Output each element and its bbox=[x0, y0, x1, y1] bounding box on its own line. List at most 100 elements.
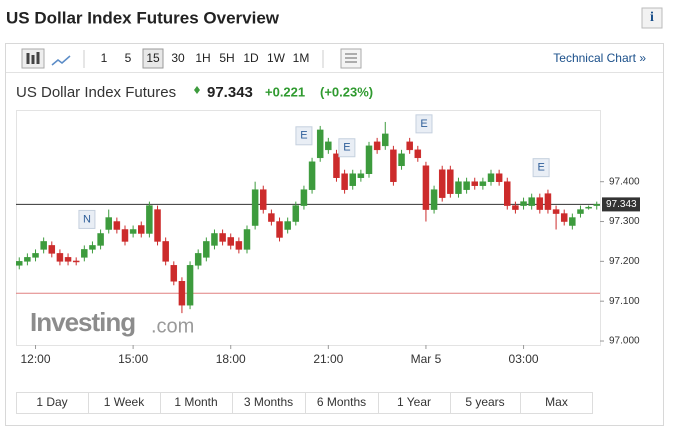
candle-body bbox=[300, 189, 308, 206]
candle-body bbox=[243, 229, 251, 250]
candle-body bbox=[341, 173, 348, 190]
candle-body bbox=[146, 205, 153, 234]
candle-body bbox=[333, 153, 340, 178]
event-label[interactable]: E bbox=[420, 118, 427, 130]
interval-button[interactable]: 1H bbox=[195, 51, 210, 65]
event-flag[interactable] bbox=[415, 114, 433, 134]
candle-body bbox=[577, 209, 584, 214]
logo: Investing bbox=[30, 307, 135, 337]
candle-body bbox=[585, 206, 592, 209]
up-arrow bbox=[194, 86, 200, 94]
event-flag[interactable] bbox=[295, 126, 313, 146]
candle-body bbox=[430, 189, 438, 210]
interval-button[interactable]: 5H bbox=[219, 51, 234, 65]
candle-body bbox=[56, 253, 64, 262]
candle-body bbox=[552, 209, 560, 214]
candle-body bbox=[398, 153, 405, 167]
candle-body bbox=[178, 281, 186, 306]
range-button[interactable]: 1 Month bbox=[174, 395, 217, 409]
event-label[interactable]: N bbox=[83, 213, 91, 225]
x-tick-label: 18:00 bbox=[216, 352, 246, 366]
candle-body bbox=[536, 197, 544, 210]
x-tick-label: 15:00 bbox=[118, 352, 148, 366]
candle-body bbox=[16, 261, 23, 266]
interval-button[interactable]: 1W bbox=[267, 51, 286, 65]
candle-body bbox=[390, 149, 397, 182]
panel bbox=[5, 43, 664, 426]
event-label[interactable]: E bbox=[300, 130, 307, 142]
candle-body bbox=[170, 265, 178, 282]
range-button[interactable]: 6 Months bbox=[317, 395, 366, 409]
candle-body bbox=[373, 141, 381, 151]
technical-chart-link[interactable]: Technical Chart » bbox=[553, 51, 646, 65]
candle-body bbox=[32, 253, 39, 258]
candle-body bbox=[593, 204, 600, 206]
candle-body bbox=[260, 189, 267, 210]
range-button[interactable]: 1 Week bbox=[104, 395, 145, 409]
candle-body bbox=[504, 181, 511, 206]
candle-body bbox=[292, 205, 300, 222]
candle-body bbox=[235, 241, 243, 250]
candle-body bbox=[64, 257, 72, 262]
widget-title: US Dollar Index Futures Overview bbox=[6, 8, 280, 27]
candle-body bbox=[406, 141, 413, 151]
candle-body bbox=[284, 221, 291, 230]
y-tick-label: 97.300 bbox=[609, 216, 640, 227]
candle-body bbox=[316, 129, 324, 159]
candle-body bbox=[308, 161, 316, 190]
candle-body bbox=[463, 181, 470, 190]
candle-body bbox=[422, 165, 430, 210]
candle-body bbox=[138, 225, 145, 234]
range-button[interactable]: 1 Year bbox=[397, 395, 431, 409]
line-icon[interactable] bbox=[51, 55, 71, 66]
candle-body bbox=[349, 173, 356, 186]
candle-body bbox=[414, 149, 422, 159]
range-button[interactable]: 5 years bbox=[465, 395, 504, 409]
interval-selected[interactable] bbox=[142, 48, 164, 69]
candle-body bbox=[211, 233, 218, 246]
candle-body bbox=[268, 213, 275, 222]
candle-body bbox=[105, 217, 112, 230]
x-tick-label: 21:00 bbox=[313, 352, 343, 366]
last-price: 97.343 bbox=[207, 84, 253, 101]
x-tick-label: 12:00 bbox=[21, 352, 51, 366]
range-button[interactable]: Max bbox=[545, 395, 568, 409]
interval-button[interactable]: 15 bbox=[146, 51, 160, 65]
candle-body bbox=[544, 193, 552, 210]
candle-body bbox=[81, 249, 88, 258]
price-change: +0.221 bbox=[265, 84, 305, 99]
candle-body bbox=[129, 229, 137, 234]
event-flag[interactable] bbox=[78, 209, 96, 229]
candle-body bbox=[487, 173, 495, 182]
interval-button[interactable]: 30 bbox=[171, 51, 185, 65]
last-price-tag bbox=[602, 197, 640, 212]
settings-icon bbox=[345, 53, 357, 63]
event-label[interactable]: E bbox=[537, 162, 544, 174]
candle-body bbox=[251, 189, 259, 226]
instrument-name: US Dollar Index Futures bbox=[16, 84, 176, 101]
y-tick-label: 97.200 bbox=[609, 256, 640, 267]
interval-button[interactable]: 1M bbox=[293, 51, 310, 65]
range-button[interactable]: 1 Day bbox=[36, 395, 67, 409]
candle-body bbox=[438, 169, 446, 198]
candle-body bbox=[479, 181, 487, 186]
info-button[interactable] bbox=[641, 7, 663, 29]
interval-button[interactable]: 1D bbox=[243, 51, 259, 65]
candle-body bbox=[365, 145, 373, 174]
candle-body bbox=[357, 173, 365, 178]
candle-body bbox=[528, 197, 535, 206]
event-flag[interactable] bbox=[338, 138, 356, 158]
candle-icon bbox=[26, 52, 40, 64]
candle-body bbox=[24, 257, 31, 262]
event-label[interactable]: E bbox=[343, 142, 350, 154]
candle-body bbox=[113, 221, 121, 230]
event-flag[interactable] bbox=[532, 158, 550, 178]
range-button[interactable]: 3 Months bbox=[244, 395, 293, 409]
candle-body bbox=[560, 213, 568, 222]
interval-button[interactable]: 1 bbox=[101, 51, 108, 65]
info-icon[interactable]: i bbox=[650, 10, 654, 25]
plot-area bbox=[16, 110, 601, 346]
candle-body bbox=[447, 169, 454, 194]
interval-button[interactable]: 5 bbox=[125, 51, 132, 65]
